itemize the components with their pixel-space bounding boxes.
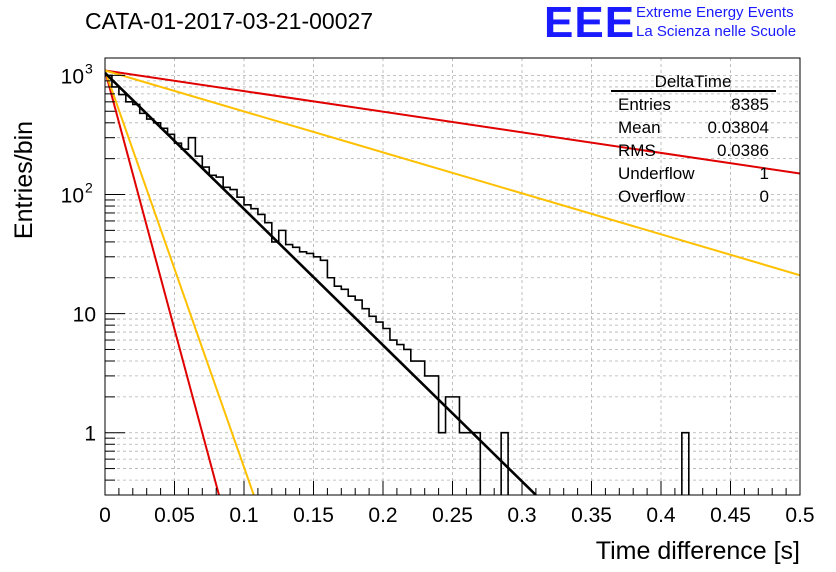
axis-ticks: 0 0.05 0.1 0.15 0.2 0.25 0.3 0.35 0.4 0.45 0.51101… <box>61 60 815 527</box>
stats-row-rms-label: RMS <box>618 141 656 160</box>
stats-row-rms-value: 0.0386 <box>717 141 769 160</box>
x-tick-label: 0.5 <box>785 504 814 527</box>
x-tick-label: 0 <box>99 504 111 527</box>
x-tick-label: 0.15 <box>293 504 334 527</box>
fit-line-group <box>105 71 537 495</box>
exponential-fit-line <box>105 71 537 495</box>
y-tick-exponent: 2 <box>85 180 93 196</box>
eee-logo: EEE <box>544 0 636 47</box>
stats-row-entries-label: Entries <box>618 95 671 114</box>
x-tick-label: 0.35 <box>571 504 612 527</box>
stats-box: DeltaTime Entries 8385 Mean 0.03804 RMS … <box>611 72 776 206</box>
reference-lines <box>105 69 800 495</box>
y-tick-label: 10 <box>61 185 84 208</box>
yellow-reference-line <box>105 69 800 277</box>
histogram-title: CATA-01-2017-03-21-00027 <box>85 8 374 34</box>
y-tick-label: 10 <box>73 304 96 327</box>
stats-row-mean-value: 0.03804 <box>708 118 769 137</box>
logo-tagline-1: Extreme Energy Events <box>636 4 794 21</box>
x-tick-label: 0.05 <box>154 504 195 527</box>
yellow-reference-line <box>105 70 255 495</box>
x-tick-label: 0.1 <box>229 504 258 527</box>
x-tick-label: 0.3 <box>507 504 536 527</box>
x-tick-label: 0.45 <box>710 504 751 527</box>
y-tick-exponent: 3 <box>85 60 93 76</box>
stats-row-underflow-value: 1 <box>760 164 769 183</box>
x-tick-label: 0.25 <box>432 504 473 527</box>
stats-row-entries-value: 8385 <box>731 95 769 114</box>
red-reference-line <box>105 69 800 175</box>
stats-title: DeltaTime <box>655 72 732 91</box>
y-tick-label: 10 <box>61 65 84 88</box>
logo-tagline-2: La Scienza nelle Scuole <box>636 23 797 40</box>
grid-lines <box>104 58 801 496</box>
histogram <box>105 74 690 495</box>
stats-row-underflow-label: Underflow <box>618 164 695 183</box>
histogram-outline <box>105 74 690 495</box>
x-axis-label: Time difference [s] <box>596 537 800 565</box>
x-tick-label: 0.2 <box>368 504 397 527</box>
x-tick-label: 0.4 <box>646 504 676 527</box>
red-reference-line <box>105 70 220 495</box>
stats-row-mean-label: Mean <box>618 118 661 137</box>
y-axis-label: Entries/bin <box>10 121 38 239</box>
stats-row-overflow-label: Overflow <box>618 187 686 206</box>
y-tick-label: 1 <box>84 423 96 446</box>
stats-row-overflow-value: 0 <box>760 187 769 206</box>
